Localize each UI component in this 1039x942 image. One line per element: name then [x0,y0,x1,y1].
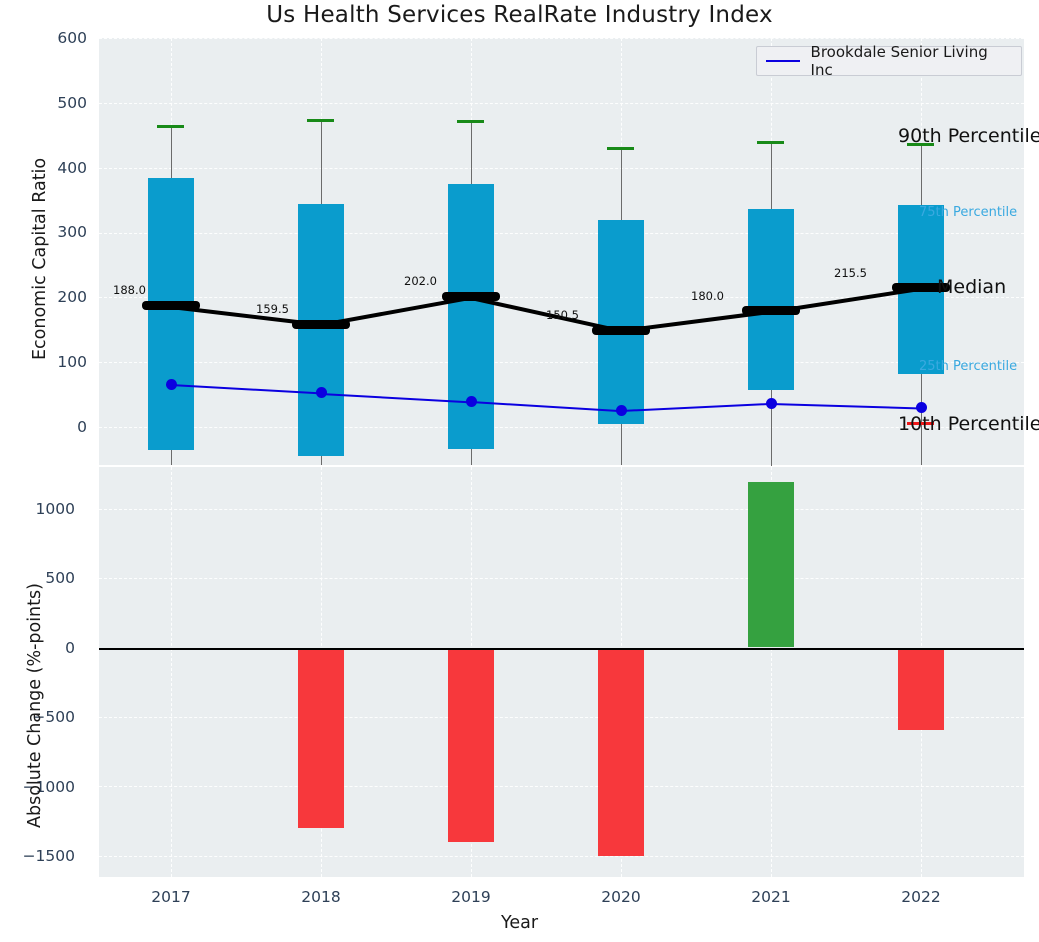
iqr-box-2019 [448,183,494,450]
p90-cap-2020 [607,147,634,151]
gridline-top-0 [99,427,1024,429]
top-panel-plot-area: 188.0 159.5 202.0 150.5 180.0 215.5 [99,38,1024,466]
series-point-2017 [165,378,177,390]
median-segment-2022 [892,283,950,293]
gridline-bottom-neg1000 [99,786,1024,788]
p90-cap-2018 [307,119,334,123]
iqr-box-2021 [748,208,794,390]
ytick-bottom-500: 500 [45,569,75,587]
delta-bar-2021 [748,482,794,648]
median-label-2017: 188.0 [113,283,146,297]
gridline-top-400 [99,167,1024,169]
ytick-bottom-neg1500: −1500 [22,847,75,865]
median-label-2018: 159.5 [256,302,289,316]
iqr-box-2017 [148,177,194,450]
ytick-bottom-neg500: −500 [32,708,75,726]
series-point-2022 [915,402,927,414]
gridline-bottom-x-2017 [171,467,172,877]
p90-cap-2021 [757,140,784,144]
bottom-panel-plot-area [99,467,1024,877]
gridline-top-300 [99,232,1024,234]
iqr-box-2018 [298,203,344,457]
xtick-2021: 2021 [751,888,791,906]
delta-bar-2022 [898,647,944,730]
annotation-10th-percentile: 10th Percentile [898,413,1039,435]
xtick-2019: 2019 [451,888,491,906]
median-segment-2018 [292,319,350,329]
ytick-top-200: 200 [57,288,87,306]
annotation-median: Median [937,276,1007,298]
delta-bar-2020 [598,647,644,856]
page-title: Us Health Services RealRate Industry Ind… [266,2,773,28]
median-segment-2019 [442,292,500,302]
delta-bar-2019 [448,647,494,842]
annotation-25th-percentile: 25th Percentile [919,359,1018,374]
gridline-bottom-x-2021 [771,467,772,877]
gridline-top-500 [99,102,1024,104]
gridline-bottom-500 [99,578,1024,580]
legend-line-swatch [766,60,800,62]
series-segment-2021-2022 [770,403,922,410]
gridline-top-100 [99,362,1024,364]
x-axis-title: Year [500,913,539,933]
median-segment-2017 [142,301,200,310]
ytick-top-500: 500 [57,94,87,112]
ytick-top-100: 100 [57,353,87,371]
annotation-90th-percentile: 90th Percentile [898,125,1039,147]
legend[interactable]: Brookdale Senior Living Inc [756,43,1022,79]
median-label-2019: 202.0 [404,274,437,288]
gridline-bottom-neg500 [99,717,1024,718]
legend-series-label: Brookdale Senior Living Inc [810,43,988,79]
median-label-2022: 215.5 [834,266,867,280]
ytick-top-0: 0 [77,418,87,436]
ytick-bottom-0: 0 [65,639,75,657]
series-point-2020 [615,404,627,416]
xtick-2018: 2018 [301,888,341,906]
ytick-top-300: 300 [57,223,87,241]
gridline-bottom-neg1500 [99,855,1024,857]
top-y-axis-title: Economic Capital Ratio [30,157,50,360]
bottom-y-axis-title: Absolute Change (%-points) [25,583,45,828]
p90-cap-2019 [457,119,484,123]
iqr-box-2020 [598,219,644,424]
xtick-2022: 2022 [901,888,941,906]
delta-bar-2018 [298,647,344,829]
series-point-2019 [465,395,477,407]
ytick-top-600: 600 [57,29,87,47]
annotation-75th-percentile: 75th Percentile [919,205,1018,220]
p10-cap-2022 [907,421,934,425]
p90-cap-2017 [157,125,184,129]
median-segment-2020 [592,325,650,335]
ytick-bottom-neg1000: −1000 [22,778,75,796]
median-label-2021: 180.0 [691,289,724,303]
series-point-2021 [765,397,777,409]
p90-cap-2022 [907,143,934,147]
median-label-2020: 150.5 [546,308,579,322]
ytick-top-400: 400 [57,159,87,177]
xtick-2017: 2017 [151,888,191,906]
series-point-2018 [315,387,327,399]
ytick-bottom-1000: 1000 [35,500,75,518]
median-segment-2021 [742,306,800,316]
gridline-top-200 [99,297,1024,299]
zero-reference-line [99,647,1024,650]
gridline-bottom-1000 [99,508,1024,510]
xtick-2020: 2020 [601,888,641,906]
gridline-top-600 [99,38,1024,39]
